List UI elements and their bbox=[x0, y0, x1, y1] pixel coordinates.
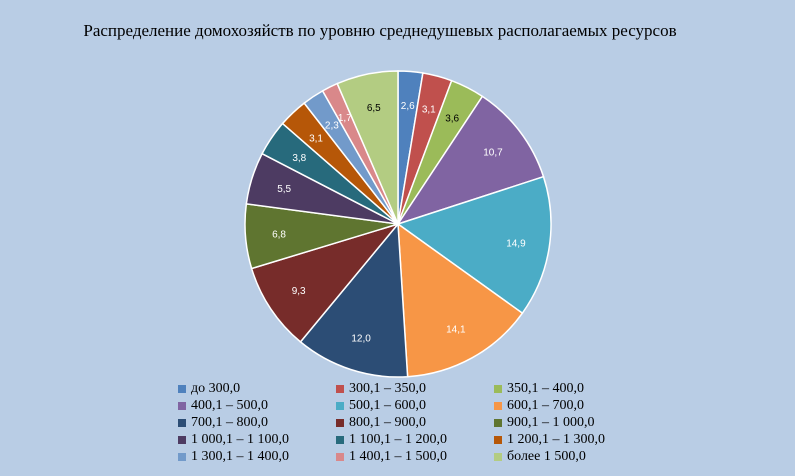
pie-slice bbox=[396, 175, 552, 315]
pie-data-label: 10,7 bbox=[483, 148, 503, 159]
legend-label: 1 000,1 – 1 100,0 bbox=[191, 432, 289, 447]
legend-item: 400,1 – 500,0 bbox=[178, 397, 336, 414]
legend-swatch bbox=[336, 435, 344, 444]
legend-label: 900,1 – 1 000,0 bbox=[507, 415, 595, 430]
legend-swatch bbox=[178, 452, 186, 461]
legend-swatch bbox=[494, 435, 502, 444]
pie-data-label: 3,1 bbox=[422, 105, 436, 116]
legend-label: 800,1 – 900,0 bbox=[349, 415, 426, 430]
pie-slice bbox=[396, 95, 545, 226]
legend-label: 300,1 – 350,0 bbox=[349, 381, 426, 396]
legend-item: 700,1 – 800,0 bbox=[178, 414, 336, 431]
pie-slice bbox=[299, 222, 409, 378]
legend-label: 1 300,1 – 1 400,0 bbox=[191, 449, 289, 464]
legend-swatch bbox=[336, 384, 344, 393]
legend-item: 500,1 – 600,0 bbox=[336, 397, 494, 414]
legend-item: 600,1 – 700,0 bbox=[494, 397, 664, 414]
chart-title: Распределение домохозяйств по уровню сре… bbox=[83, 21, 677, 40]
legend-label: до 300,0 bbox=[191, 381, 241, 396]
pie-data-label: 1,7 bbox=[338, 113, 352, 124]
legend-item: 800,1 – 900,0 bbox=[336, 414, 494, 431]
pie-data-label: 3,6 bbox=[445, 114, 459, 125]
legend-swatch bbox=[494, 384, 502, 393]
pie-slice bbox=[250, 222, 401, 343]
legend-swatch bbox=[494, 452, 502, 461]
pie-data-label: 3,8 bbox=[292, 153, 306, 164]
legend-item: 300,1 – 350,0 bbox=[336, 380, 494, 397]
pie-slice bbox=[397, 222, 524, 378]
legend-item: 1 100,1 – 1 200,0 bbox=[336, 431, 494, 448]
legend-label: 1 400,1 – 1 500,0 bbox=[349, 449, 447, 464]
legend-swatch bbox=[336, 418, 344, 427]
pie-data-label: 3,1 bbox=[309, 133, 323, 144]
legend-label: 600,1 – 700,0 bbox=[507, 398, 584, 413]
legend-swatch bbox=[494, 418, 502, 427]
legend-label: 1 200,1 – 1 300,0 bbox=[507, 432, 605, 447]
legend-item: более 1 500,0 bbox=[494, 448, 664, 465]
pie-data-label: 9,3 bbox=[292, 286, 306, 297]
legend-label: более 1 500,0 bbox=[507, 449, 586, 464]
pie-data-label: 14,1 bbox=[446, 324, 466, 335]
legend-swatch bbox=[336, 401, 344, 410]
pie-data-label: 6,5 bbox=[367, 103, 381, 114]
legend-label: 1 100,1 – 1 200,0 bbox=[349, 432, 447, 447]
legend-item: 1 300,1 – 1 400,0 bbox=[178, 448, 336, 465]
chart-legend: до 300,0 300,1 – 350,0 350,1 – 400,0 400,1 … bbox=[178, 380, 778, 465]
legend-swatch bbox=[178, 418, 186, 427]
legend-label: 350,1 – 400,0 bbox=[507, 381, 584, 396]
legend-item: 350,1 – 400,0 bbox=[494, 380, 664, 397]
pie-slice bbox=[336, 70, 399, 225]
legend-item: до 300,0 bbox=[178, 380, 336, 397]
legend-swatch bbox=[494, 401, 502, 410]
legend-swatch bbox=[336, 452, 344, 461]
pie-data-label: 2,3 bbox=[325, 121, 339, 132]
legend-item: 1 000,1 – 1 100,0 bbox=[178, 431, 336, 448]
pie-data-label: 2,6 bbox=[401, 101, 415, 112]
pie-chart: 2,6 3,13,610,714,914,112,09,36,85,53,83,1… bbox=[244, 70, 552, 378]
legend-item: 1 200,1 – 1 300,0 bbox=[494, 431, 664, 448]
legend-swatch bbox=[178, 401, 186, 410]
legend-item: 900,1 – 1 000,0 bbox=[494, 414, 664, 431]
legend-swatch bbox=[178, 384, 186, 393]
legend-label: 500,1 – 600,0 bbox=[349, 398, 426, 413]
pie-data-label: 6,8 bbox=[272, 230, 286, 241]
legend-label: 400,1 – 500,0 bbox=[191, 398, 268, 413]
legend-item: 1 400,1 – 1 500,0 bbox=[336, 448, 494, 465]
pie-data-label: 5,5 bbox=[277, 184, 291, 195]
legend-label: 700,1 – 800,0 bbox=[191, 415, 268, 430]
pie-data-label: 12,0 bbox=[351, 333, 371, 344]
pie-data-label: 14,9 bbox=[506, 238, 526, 249]
legend-swatch bbox=[178, 435, 186, 444]
